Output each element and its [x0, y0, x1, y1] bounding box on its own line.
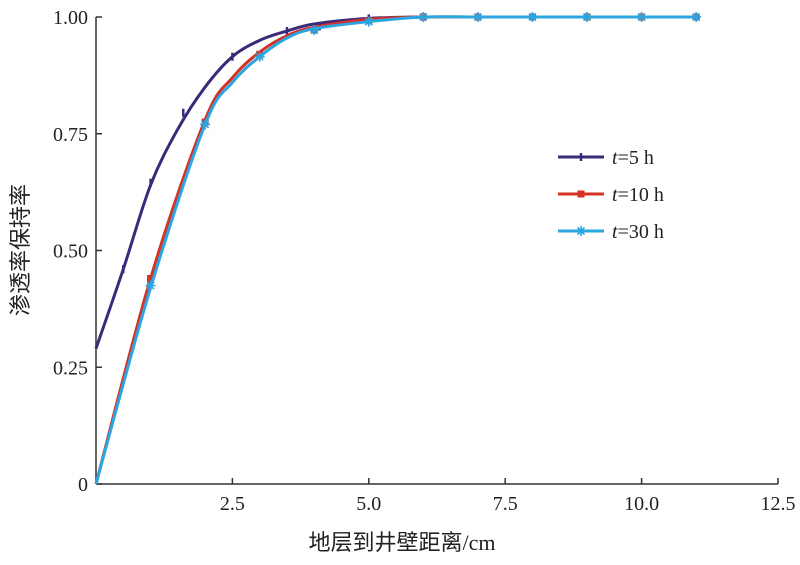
x-tick-label: 2.5 — [220, 493, 245, 515]
data-point — [527, 12, 538, 22]
star-stroke — [582, 12, 592, 22]
star-stroke — [255, 52, 264, 61]
star-stroke — [692, 12, 701, 22]
y-axis-title: 渗透率保持率 — [8, 184, 33, 316]
legend-label: t=5 h — [612, 147, 654, 169]
legend-label-value: =10 h — [618, 184, 664, 206]
legend-label: t=30 h — [612, 221, 664, 243]
series-line — [94, 15, 697, 485]
x-tick-label: 10.0 — [624, 493, 659, 515]
legend-label-value: =5 h — [618, 147, 654, 169]
series-3 — [94, 12, 702, 485]
star-stroke — [528, 12, 537, 22]
y-tick-label: 1.00 — [53, 7, 88, 29]
data-point — [254, 51, 265, 62]
legend-item-3: t=30 h — [558, 221, 664, 243]
data-point — [145, 280, 156, 291]
star-stroke — [637, 12, 646, 22]
x-tick-label: 7.5 — [493, 493, 518, 515]
star-stroke — [576, 226, 586, 236]
data-point — [363, 16, 374, 27]
star-stroke — [201, 120, 210, 129]
legend-label-var: t — [612, 147, 618, 169]
series-group — [94, 12, 702, 485]
data-point — [582, 12, 593, 22]
data-point — [418, 12, 429, 22]
series-line — [94, 15, 424, 350]
data-point — [691, 12, 702, 22]
star-stroke — [473, 12, 482, 22]
data-point — [147, 275, 155, 283]
x-tick-label: 5.0 — [356, 493, 381, 515]
data-point — [309, 25, 320, 36]
data-point — [636, 12, 647, 22]
star-stroke — [310, 26, 319, 35]
legend-label-var: t — [612, 221, 618, 243]
y-tick-label: 0.50 — [53, 241, 88, 263]
y-tick-label: 0.25 — [53, 357, 88, 379]
data-point — [472, 12, 483, 22]
data-point — [577, 190, 585, 198]
legend: t=5 ht=10 ht=30 h — [558, 147, 664, 243]
series-line — [94, 15, 697, 485]
y-tick-label: 0.75 — [53, 124, 88, 146]
legend-label-value: =30 h — [618, 221, 664, 243]
x-tick-label: 12.5 — [761, 493, 796, 515]
star-stroke — [364, 17, 373, 26]
x-axis-title: 地层到井壁距离/cm — [309, 530, 496, 555]
legend-item-1: t=5 h — [558, 147, 654, 169]
legend-item-2: t=10 h — [558, 184, 664, 206]
star-stroke — [146, 281, 155, 290]
legend-label-var: t — [612, 184, 618, 206]
data-point — [576, 226, 586, 236]
series-2 — [94, 13, 700, 485]
legend-label: t=10 h — [612, 184, 664, 206]
star-stroke — [419, 12, 428, 22]
y-tick-label: 0 — [78, 474, 88, 496]
axes: 2.5 5.0 7.5 10.0 12.5 0 0.25 0.50 0.75 1.00 — [53, 7, 796, 515]
data-point — [200, 119, 211, 130]
